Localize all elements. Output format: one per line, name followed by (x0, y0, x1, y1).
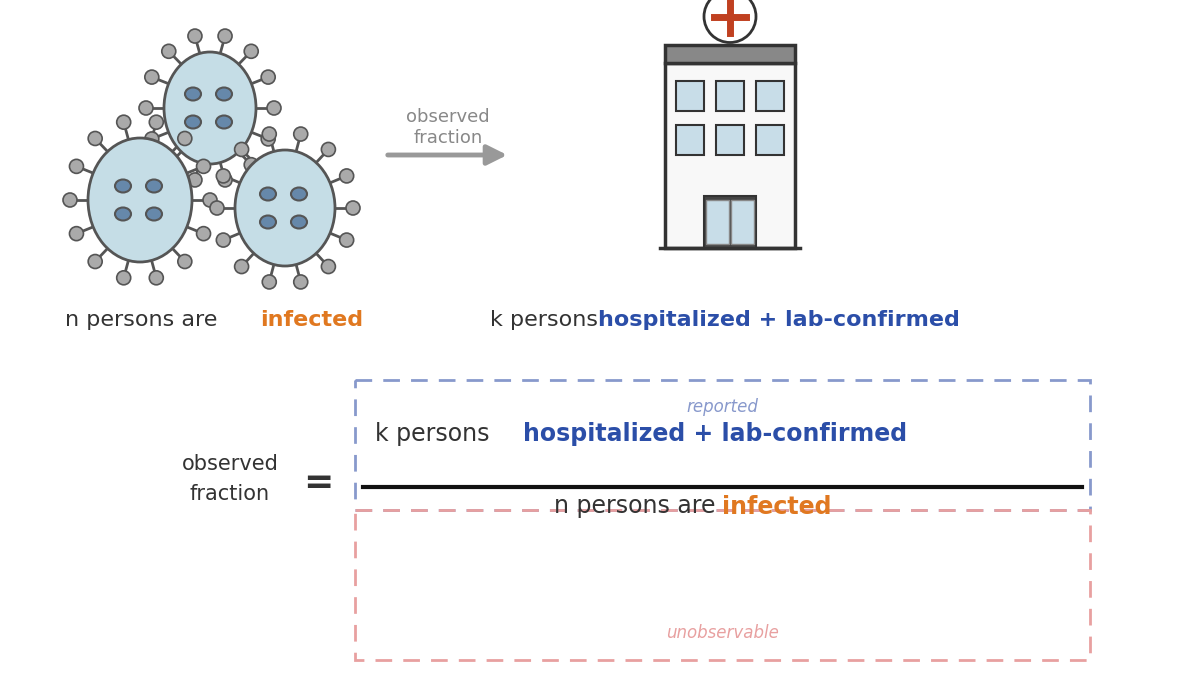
Bar (716, 80, 744, 111)
Circle shape (162, 158, 175, 171)
Circle shape (263, 275, 276, 289)
Text: hospitalized + lab-confirmed: hospitalized + lab-confirmed (598, 310, 960, 330)
Text: n persons are: n persons are (553, 495, 722, 518)
Circle shape (322, 142, 335, 157)
Text: n persons are: n persons are (65, 310, 224, 330)
Circle shape (216, 169, 230, 183)
Circle shape (188, 29, 202, 43)
Circle shape (340, 233, 354, 247)
Circle shape (197, 159, 210, 173)
Circle shape (145, 70, 158, 84)
Circle shape (262, 132, 275, 146)
Text: hospitalized + lab-confirmed: hospitalized + lab-confirmed (523, 421, 907, 446)
Circle shape (216, 233, 230, 247)
Text: k persons: k persons (490, 310, 605, 330)
Ellipse shape (146, 207, 162, 221)
Circle shape (149, 115, 163, 129)
Ellipse shape (88, 138, 192, 262)
Circle shape (245, 45, 258, 58)
Circle shape (197, 227, 210, 241)
Circle shape (116, 115, 131, 129)
Ellipse shape (146, 180, 162, 192)
Bar (665, 63, 796, 248)
Circle shape (262, 70, 275, 84)
Bar (716, 124, 744, 155)
Circle shape (235, 260, 248, 273)
Circle shape (188, 173, 202, 187)
Text: =: = (302, 466, 334, 500)
Ellipse shape (235, 150, 335, 266)
Bar (706, 200, 730, 244)
Bar (731, 200, 754, 244)
Ellipse shape (185, 88, 202, 101)
Bar (704, 196, 756, 248)
Circle shape (203, 193, 217, 207)
Circle shape (178, 132, 192, 146)
Ellipse shape (216, 115, 232, 128)
Circle shape (178, 254, 192, 269)
Circle shape (266, 101, 281, 115)
Circle shape (218, 29, 232, 43)
Ellipse shape (260, 188, 276, 200)
Text: reported: reported (686, 398, 758, 416)
Text: infected: infected (260, 310, 364, 330)
Circle shape (294, 127, 307, 141)
Circle shape (162, 45, 175, 58)
Text: infected: infected (722, 495, 832, 518)
Circle shape (346, 201, 360, 215)
Ellipse shape (115, 207, 131, 221)
Text: unobservable: unobservable (666, 624, 779, 642)
Bar (676, 80, 704, 111)
Circle shape (116, 271, 131, 285)
Circle shape (88, 132, 102, 146)
Circle shape (263, 127, 276, 141)
Circle shape (322, 260, 335, 273)
Circle shape (210, 201, 224, 215)
Bar (665, 45, 796, 63)
Circle shape (245, 158, 258, 171)
Circle shape (218, 173, 232, 187)
Circle shape (145, 132, 158, 146)
Circle shape (139, 101, 154, 115)
Circle shape (70, 227, 84, 241)
Ellipse shape (185, 115, 202, 128)
Ellipse shape (260, 215, 276, 229)
Ellipse shape (292, 215, 307, 229)
Text: observed
fraction: observed fraction (406, 108, 490, 146)
Ellipse shape (216, 88, 232, 101)
Ellipse shape (115, 180, 131, 192)
Circle shape (88, 254, 102, 269)
Bar (756, 80, 784, 111)
Circle shape (149, 271, 163, 285)
Circle shape (704, 0, 756, 43)
Text: k persons: k persons (374, 421, 497, 446)
Ellipse shape (292, 188, 307, 200)
Bar (756, 124, 784, 155)
Circle shape (235, 142, 248, 157)
Circle shape (340, 169, 354, 183)
Circle shape (64, 193, 77, 207)
Bar (676, 124, 704, 155)
Circle shape (70, 159, 84, 173)
Text: observed
fraction: observed fraction (181, 454, 278, 504)
Ellipse shape (164, 52, 256, 164)
Circle shape (294, 275, 307, 289)
